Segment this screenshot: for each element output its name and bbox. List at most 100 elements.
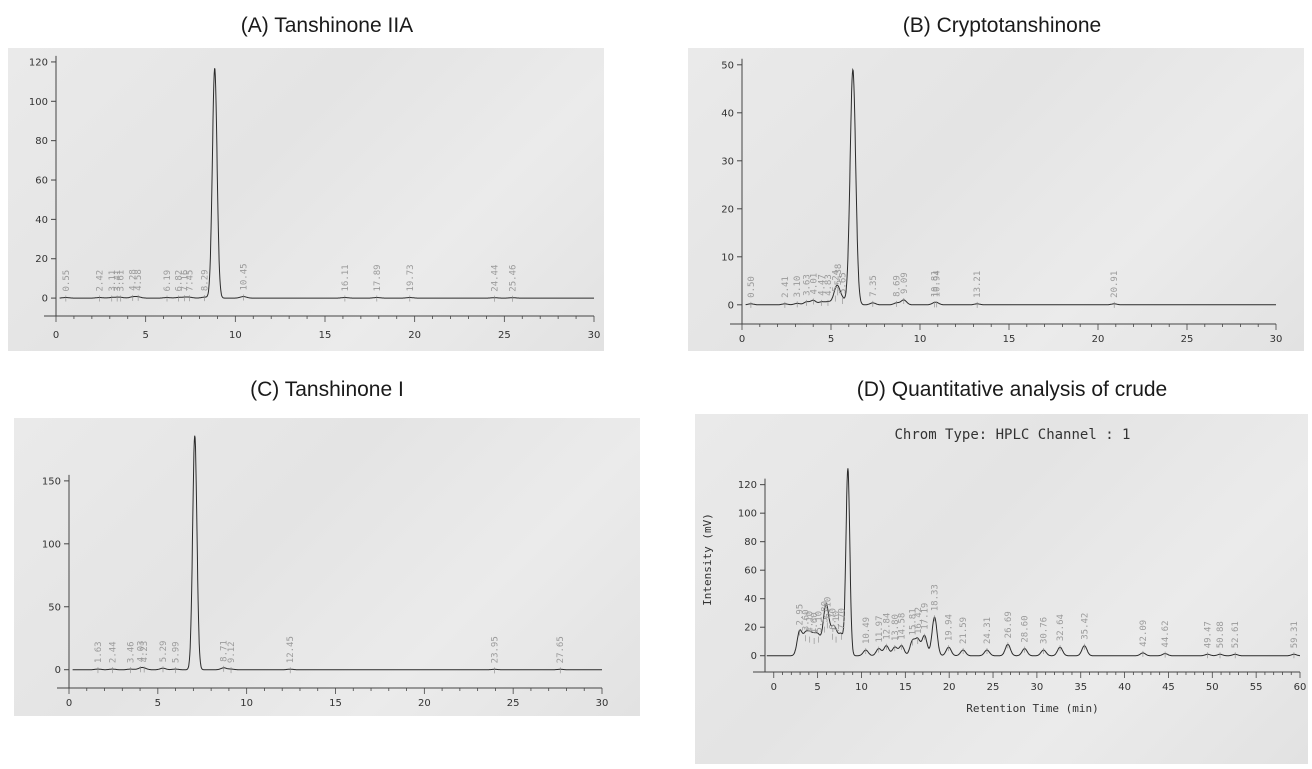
chart-panel-d: 0 20 40 60 80 100 120 0 5 10 15 20 25 30 35 40 45 50 55 60 2… [695,414,1308,764]
x-tick-label: 25 [987,682,1000,693]
peak-label: 24.44 [490,265,500,292]
peak-label: 6.10 [823,597,833,619]
peak-label: 59.31 [1290,621,1300,648]
y-tick-label: 60 [35,176,48,187]
chromatogram-c: 0 50 100 150 0 5 10 15 20 25 30 1.63 2.44 3.46 4.034.2… [42,435,609,709]
peak-label: 4.47 [818,274,828,296]
peak-label: 5.10 [815,611,825,633]
peak-label: 17.89 [373,264,383,291]
peak-label: 2.41 [781,276,791,298]
peak-label: 4.28 [129,269,139,291]
x-tick-label: 20 [943,682,956,693]
x-tick-label: 45 [1162,682,1175,693]
chromatogram-d: 0 20 40 60 80 100 120 0 5 10 15 20 25 30 35 40 45 50 55 60 2… [701,427,1307,715]
peak-label: 32.64 [1056,614,1066,641]
x-tick-label: 60 [1294,682,1307,693]
peak-label: 11.97 [875,616,885,643]
x-tick-label: 10 [240,698,253,709]
x-tick-label: 0 [53,330,59,341]
y-tick-label: 120 [738,480,757,491]
x-tick-label: 15 [329,698,342,709]
peak-label: 9.12 [227,641,237,663]
peak-label: 44.62 [1161,620,1171,647]
peak-label: 30.76 [1040,617,1050,644]
peak-label: 10.94 [933,270,943,297]
x-tick-label: 40 [1118,682,1131,693]
peak-label: 8.71 [220,640,230,662]
peak-label: 18.33 [931,584,941,611]
axes [44,55,595,322]
peak-label: 5.38 [834,264,844,286]
peak-label: 16.42 [914,607,924,634]
peak-label: 7.16 [180,270,190,292]
y-tick-label: 0 [728,300,734,311]
x-tick-label: 0 [66,698,72,709]
y-tick-label: 80 [744,537,757,548]
axes [753,478,1301,678]
peak-label: 26.69 [1004,611,1014,638]
x-tick-label: 5 [828,334,834,345]
peak-label: 8.29 [201,269,211,291]
x-tick-label: 0 [739,334,745,345]
peak-label: 2.44 [108,641,118,663]
peak-label: 50.88 [1216,621,1226,648]
peak-label: 4.10 [806,611,816,633]
chart-panel-b: 0 10 20 30 40 50 0 5 10 15 20 25 30 0.50 2.41 3.10 3.63 4… [688,48,1304,351]
peak-label: 12.84 [882,613,892,640]
x-tick-label: 55 [1250,682,1263,693]
peak-label: 8.69 [893,275,903,297]
peak-label: 5.99 [171,641,181,663]
y-tick-label: 0 [42,294,48,305]
peak-label: 5.80 [821,601,831,623]
peak-label: 10.49 [862,617,872,644]
peak-label: 5.29 [159,641,169,663]
peak-label: 10.81 [930,270,940,297]
peak-label: 2.95 [796,604,806,626]
y-tick-label: 30 [721,156,734,167]
y-tick-label: 0 [751,651,757,662]
peak-label: 1.63 [94,641,104,663]
peak-label: 7.35 [869,275,879,297]
chart-panel-c: 0 50 100 150 0 5 10 15 20 25 30 1.63 2.44 3.46 4.03 4.2… [14,418,640,716]
panel-title-b: (B) Cryptotanshinone [902,14,1102,37]
chromatogram-trace [745,67,1276,306]
y-tick-label: 120 [29,57,48,68]
peak-label: 27.65 [556,636,566,663]
x-tick-label: 5 [155,698,161,709]
peak-label: 5.24 [831,270,841,292]
peak-label: 7.70 [837,608,847,630]
chromatogram-trace [766,468,1300,657]
y-tick-label: 20 [35,254,48,265]
chart-panel-a: 0 20 40 60 80 100 120 0 5 10 15 20 25 30 0.55 2.42 3.11 3… [8,48,604,351]
x-axis-title: Retention Time (min) [966,702,1098,715]
peak-label: 4.83 [824,274,834,296]
chromatogram-trace [59,68,594,299]
x-tick-label: 15 [899,682,912,693]
y-tick-label: 0 [55,665,61,676]
y-tick-label: 10 [721,252,734,263]
y-tick-label: 100 [42,539,61,550]
peak-label: 4.23 [140,641,150,663]
peak-label: 21.59 [959,617,969,644]
peak-label: 3.61 [117,270,127,292]
peak-label: 3.63 [803,274,813,296]
panel-title-c: (C) Tanshinone I [250,378,404,401]
panel-title-d: (D) Quantitative analysis of crude [856,378,1168,401]
peak-label: 13.80 [891,614,901,641]
y-tick-label: 60 [744,566,757,577]
peak-label: 4.58 [134,269,144,291]
x-tick-label: 25 [1181,334,1194,345]
peak-label: 6.82 [174,270,184,292]
x-tick-label: 25 [507,698,520,709]
x-tick-label: 15 [1003,334,1016,345]
peak-label: 19.73 [406,264,416,291]
x-tick-label: 30 [596,698,609,709]
peak-label: 4.03 [137,641,147,663]
peak-label: 20.91 [1110,271,1120,298]
y-tick-label: 50 [48,602,61,613]
peak-label: 28.60 [1021,616,1031,643]
peak-label: 17.19 [921,603,931,630]
peak-label: 0.55 [62,270,72,292]
peak-label: 0.50 [747,276,757,298]
